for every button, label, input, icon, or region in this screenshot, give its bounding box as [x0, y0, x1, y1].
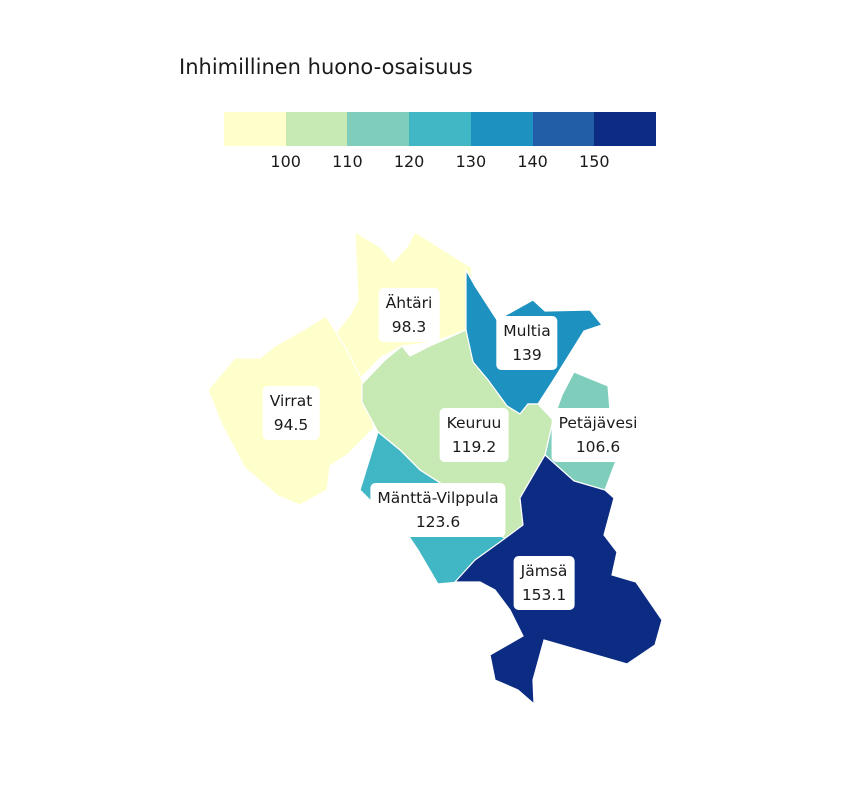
region-name: Mänttä-Vilppula: [377, 489, 499, 507]
region-label-ahtari: Ähtäri 98.3: [378, 288, 440, 342]
region-value: 123.6: [415, 513, 461, 531]
legend-swatch: [594, 112, 657, 146]
region-value: 139: [512, 346, 542, 364]
region-value: 153.1: [521, 586, 567, 604]
region-name: Jämsä: [520, 562, 568, 580]
legend-swatch: [409, 112, 471, 146]
region-value: 98.3: [391, 318, 427, 336]
legend-tick: 140: [517, 152, 548, 171]
legend-tick: 100: [270, 152, 301, 171]
region-label-virrat: Virrat 94.5: [262, 386, 320, 440]
region-value: 106.6: [575, 438, 621, 456]
region-name: Ähtäri: [385, 294, 433, 312]
region-value: 94.5: [273, 416, 309, 434]
region-name: Virrat: [269, 392, 313, 410]
legend-swatch: [532, 112, 595, 146]
region-label-mantta-vilppula: Mänttä-Vilppula 123.6: [370, 483, 506, 537]
region-label-multia: Multia 139: [496, 316, 558, 370]
legend-swatch: [285, 112, 348, 146]
color-legend: [224, 112, 657, 146]
legend-tick: 110: [332, 152, 363, 171]
legend-tick: 150: [579, 152, 610, 171]
region-name: Petäjävesi: [558, 414, 638, 432]
region-label-keuruu: Keuruu 119.2: [439, 408, 509, 462]
legend-tick: 130: [455, 152, 487, 171]
region-label-petajavesi: Petäjävesi 106.6: [551, 408, 645, 462]
legend-swatch: [470, 112, 533, 146]
legend-swatch: [347, 112, 410, 146]
region-label-jamsa: Jämsä 153.1: [513, 556, 575, 610]
legend-ticks: 100 110 120 130 140 150: [224, 152, 656, 174]
map-title: Inhimillinen huono-osaisuus: [179, 55, 473, 79]
region-name: Multia: [503, 322, 551, 340]
legend-tick: 120: [393, 152, 425, 171]
region-name: Keuruu: [446, 414, 502, 432]
legend-swatch: [224, 112, 286, 146]
region-value: 119.2: [451, 438, 497, 456]
